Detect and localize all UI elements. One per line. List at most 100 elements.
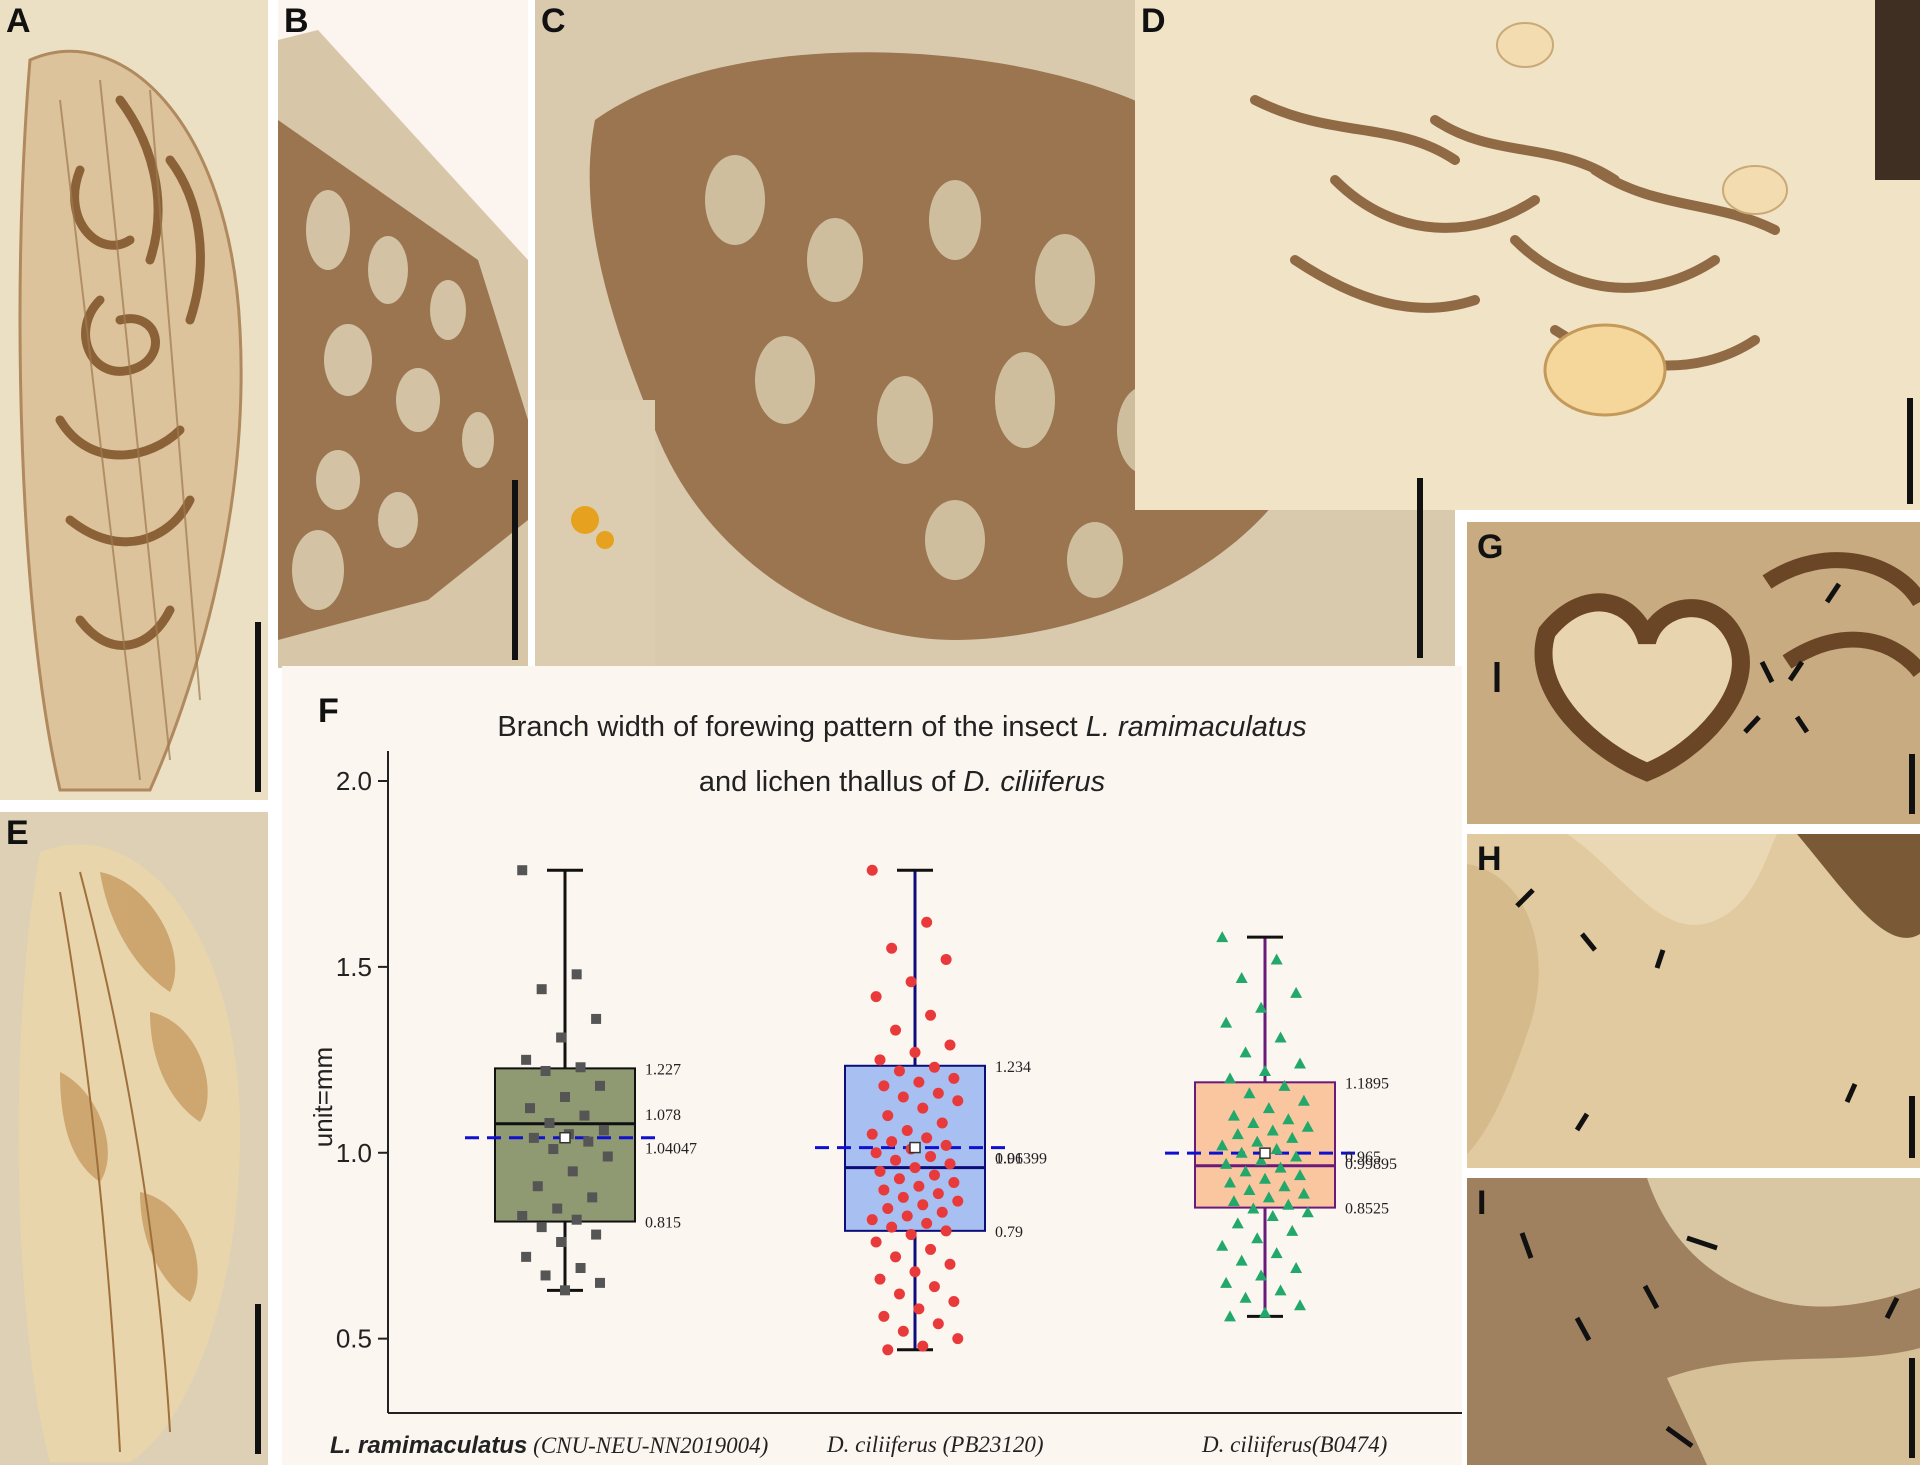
scale-bar-e <box>255 1304 261 1454</box>
data-point-2-37 <box>948 1177 960 1189</box>
data-point-1-23 <box>552 1203 563 1214</box>
data-point-3-12 <box>1278 1079 1291 1091</box>
data-point-1-24 <box>517 1210 528 1221</box>
mean-marker-3 <box>1259 1147 1271 1159</box>
panel-label-d: D <box>1141 2 1166 40</box>
data-point-3-16 <box>1227 1109 1240 1121</box>
data-point-1-5 <box>556 1032 567 1043</box>
data-point-2-23 <box>901 1124 913 1136</box>
data-point-3-9 <box>1294 1057 1306 1069</box>
data-point-3-27 <box>1290 1150 1303 1162</box>
data-point-2-32 <box>944 1158 956 1170</box>
data-point-3-23 <box>1251 1135 1264 1147</box>
data-point-2-31 <box>890 1154 902 1166</box>
data-point-3-14 <box>1297 1094 1310 1106</box>
panel-label-i: I <box>1477 1184 1487 1222</box>
panel-label-c: C <box>541 2 566 40</box>
scale-bar-d <box>1907 398 1913 504</box>
x-category-1: L. ramimaculatus (CNU-NEU-NN2019004) <box>330 1432 768 1460</box>
data-point-3-10 <box>1259 1064 1271 1076</box>
panel-h-photo: H <box>1467 834 1920 1168</box>
data-point-3-29 <box>1220 1157 1233 1169</box>
insect-wing-fossil-a <box>0 0 268 800</box>
data-point-3-37 <box>1297 1187 1310 1199</box>
data-point-3-49 <box>1235 1254 1248 1266</box>
data-point-2-56 <box>909 1266 921 1278</box>
scale-bar-a <box>255 622 261 792</box>
data-point-2-15 <box>913 1076 925 1088</box>
data-point-2-5 <box>905 976 917 988</box>
data-point-3-6 <box>1220 1016 1233 1028</box>
panel-label-f: F <box>318 692 339 730</box>
data-point-3-26 <box>1235 1146 1248 1158</box>
data-point-2-55 <box>944 1258 956 1270</box>
data-point-3-55 <box>1294 1299 1306 1311</box>
chart-title-2-prefix: and lichen thallus of <box>698 766 964 798</box>
data-point-3-44 <box>1231 1217 1244 1229</box>
insect-wing-fossil-e <box>0 812 268 1465</box>
data-point-3-30 <box>1274 1161 1287 1173</box>
panel-label-e: E <box>6 814 29 852</box>
data-point-2-51 <box>905 1229 917 1241</box>
data-point-3-54 <box>1239 1291 1252 1303</box>
stat-label-mean-2: 1.01399 <box>995 1151 1047 1168</box>
data-point-3-43 <box>1266 1209 1279 1221</box>
panel-a-photo: A <box>0 0 268 800</box>
scale-bar-b <box>512 480 518 660</box>
data-point-2-20 <box>917 1102 929 1114</box>
data-point-2-14 <box>948 1072 960 1084</box>
data-point-3-41 <box>1247 1202 1260 1214</box>
data-point-2-45 <box>936 1206 948 1218</box>
data-point-3-22 <box>1286 1131 1299 1143</box>
data-point-2-41 <box>897 1191 909 1203</box>
wing-detail-g <box>1467 522 1920 824</box>
data-point-2-35 <box>928 1169 940 1181</box>
lichen-fossil-b <box>278 0 528 668</box>
data-point-2-64 <box>897 1325 909 1337</box>
data-point-1-2 <box>571 969 582 980</box>
stat-label-median-2: 0.96 <box>995 1151 1023 1168</box>
x-category-3: D. ciliiferus(B0474) <box>1202 1432 1387 1458</box>
data-point-3-5 <box>1255 1001 1268 1013</box>
data-point-2-6 <box>870 991 882 1003</box>
data-point-2-25 <box>921 1132 933 1144</box>
data-point-1-30 <box>575 1263 586 1274</box>
data-point-3-48 <box>1270 1247 1283 1259</box>
stat-label-q1-1: 0.815 <box>645 1215 681 1232</box>
data-point-1-13 <box>544 1118 555 1129</box>
data-point-2-40 <box>932 1188 944 1200</box>
y-tick-label-3: 1.5 <box>336 952 372 982</box>
data-point-2-9 <box>944 1039 956 1051</box>
data-point-3-11 <box>1224 1072 1236 1084</box>
data-point-2-8 <box>890 1024 902 1036</box>
y-tick-label-2: 1.0 <box>336 1138 372 1168</box>
lichen-detail-h <box>1467 834 1920 1168</box>
box-1 <box>494 1067 636 1223</box>
data-point-2-26 <box>886 1136 898 1148</box>
mean-marker-2 <box>909 1141 921 1154</box>
stat-label-q3-3: 1.1895 <box>1345 1075 1389 1092</box>
data-point-3-52 <box>1220 1276 1233 1288</box>
panel-e-photo: E <box>0 812 268 1465</box>
data-point-2-1 <box>866 864 878 876</box>
data-point-2-10 <box>909 1046 921 1058</box>
data-point-2-13 <box>893 1065 905 1077</box>
data-point-3-4 <box>1290 986 1303 998</box>
data-point-1-18 <box>548 1144 559 1155</box>
x-category-3-label: D. ciliiferus(B0474) <box>1202 1432 1388 1457</box>
data-point-3-46 <box>1251 1232 1264 1244</box>
data-point-2-48 <box>921 1217 933 1229</box>
data-point-2-59 <box>893 1288 905 1300</box>
data-point-1-12 <box>579 1110 590 1121</box>
data-point-3-20 <box>1266 1124 1279 1136</box>
data-point-2-19 <box>952 1095 964 1107</box>
data-point-2-60 <box>948 1295 960 1307</box>
data-point-1-33 <box>560 1285 570 1296</box>
data-point-1-22 <box>587 1192 598 1203</box>
data-point-2-42 <box>952 1195 964 1207</box>
data-point-1-4 <box>591 1013 602 1024</box>
stat-label-mean-1: 1.04047 <box>645 1141 697 1158</box>
data-point-2-39 <box>878 1184 890 1196</box>
data-point-2-61 <box>913 1303 925 1315</box>
data-point-2-11 <box>874 1054 886 1066</box>
